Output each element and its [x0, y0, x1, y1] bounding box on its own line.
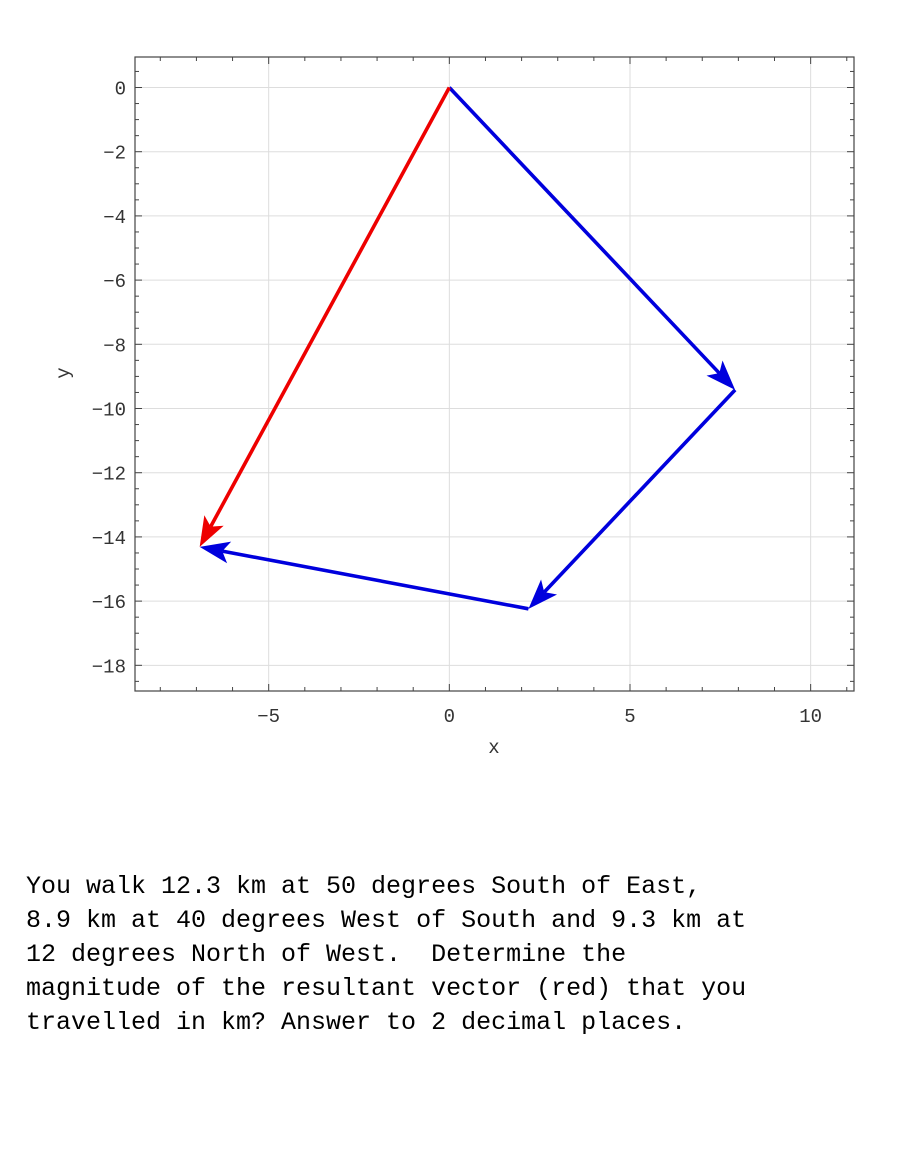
x-tick-label: 0	[444, 706, 455, 728]
vector-shaft	[448, 86, 721, 375]
x-tick-label: 10	[799, 706, 822, 728]
vector-arrowhead	[199, 541, 232, 564]
vector-2	[528, 388, 737, 609]
vector-3	[199, 541, 529, 611]
tick-labels: −5 0 5 10 0 −2 −4 −6 −8 −10 −12 −14 −16 −18	[92, 78, 822, 728]
y-tick-label: −18	[92, 656, 126, 678]
y-tick-label: −10	[92, 400, 126, 422]
question-line: 12 degrees North of West. Determine the	[26, 940, 627, 969]
plot-frame	[134, 56, 855, 692]
vector-arrowhead	[528, 579, 558, 609]
vector-plot: −5 0 5 10 0 −2 −4 −6 −8 −10 −12 −14 −16 −18 x y	[53, 56, 855, 759]
vector-shaft	[221, 549, 529, 611]
vectors	[199, 86, 737, 611]
y-tick-label: 0	[115, 78, 126, 100]
x-axis-label: x	[488, 737, 499, 759]
vector-4	[199, 86, 451, 547]
vector-shaft	[542, 388, 737, 594]
vector-arrowhead	[199, 515, 224, 547]
question-line: You walk 12.3 km at 50 degrees South of …	[26, 872, 702, 901]
y-tick-label: −14	[92, 528, 126, 550]
y-tick-label: −12	[92, 464, 126, 486]
y-tick-label: −2	[103, 143, 126, 165]
question-line: travelled in km? Answer to 2 decimal pla…	[26, 1008, 687, 1037]
y-axis-label: y	[53, 367, 75, 378]
grid-lines	[135, 57, 854, 691]
x-tick-label: −5	[257, 706, 280, 728]
axis-ticks	[135, 57, 854, 691]
question-line: 8.9 km at 40 degrees West of South and 9…	[26, 906, 747, 935]
vector-arrowhead	[706, 360, 736, 390]
vector-1	[448, 86, 736, 390]
vector-shaft	[209, 86, 451, 528]
y-tick-label: −8	[103, 335, 126, 357]
x-tick-label: 5	[624, 706, 635, 728]
y-tick-label: −4	[103, 207, 126, 229]
y-tick-label: −6	[103, 271, 126, 293]
y-tick-label: −16	[92, 592, 126, 614]
question-text: You walk 12.3 km at 50 degrees South of …	[26, 870, 886, 1040]
question-line: magnitude of the resultant vector (red) …	[26, 974, 747, 1003]
